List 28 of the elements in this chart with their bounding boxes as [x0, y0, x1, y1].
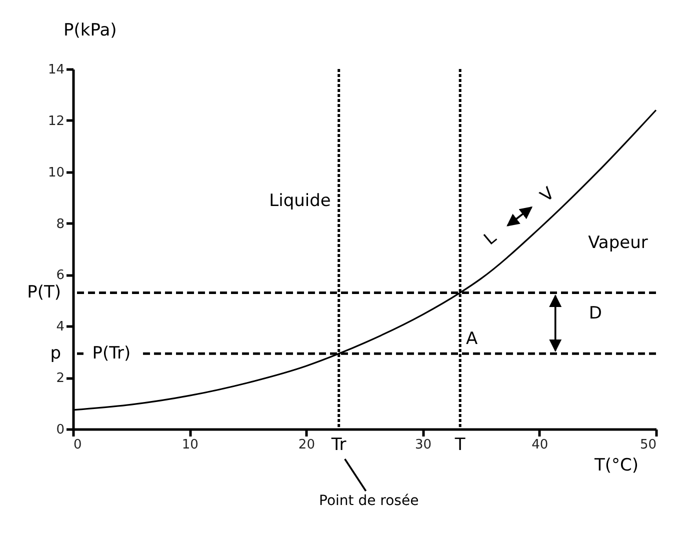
annotation: Liquide	[269, 191, 331, 211]
y-axis-title: P(kPa)	[64, 20, 117, 40]
y-tick-label: 10	[48, 165, 64, 180]
x-tick-label: 10	[182, 438, 198, 452]
y-tick-label: 12	[48, 114, 64, 129]
x-axis-title: T(°C)	[593, 456, 638, 476]
annotation: L	[480, 228, 501, 250]
annotation: V	[536, 183, 559, 206]
x-tick-label: 30	[415, 438, 432, 452]
text: Point de rosée	[318, 493, 419, 509]
y-tick-label: 2	[56, 371, 64, 386]
x-tick-label: 20	[298, 438, 315, 452]
ref-line-label: T	[454, 435, 466, 455]
x-tick-label: 0	[74, 438, 82, 452]
y-tick-label: 0	[56, 422, 64, 438]
annotation: D	[588, 303, 602, 324]
annotation: P(Tr)	[92, 344, 131, 364]
annotation: Vapeur	[588, 233, 648, 253]
y-tick-label: 4	[56, 320, 64, 335]
ref-line-label: Tr	[330, 435, 346, 455]
ref-line-label: P(T)	[27, 282, 61, 303]
ref-line-label: p	[50, 344, 61, 364]
y-tick-label: 6	[56, 268, 64, 284]
y-tick-label: 8	[56, 216, 64, 232]
x-tick-label: 40	[532, 438, 548, 452]
y-tick-label: 14	[48, 62, 64, 78]
x-tick-label: 50	[640, 438, 656, 452]
annotation: A	[466, 329, 478, 349]
